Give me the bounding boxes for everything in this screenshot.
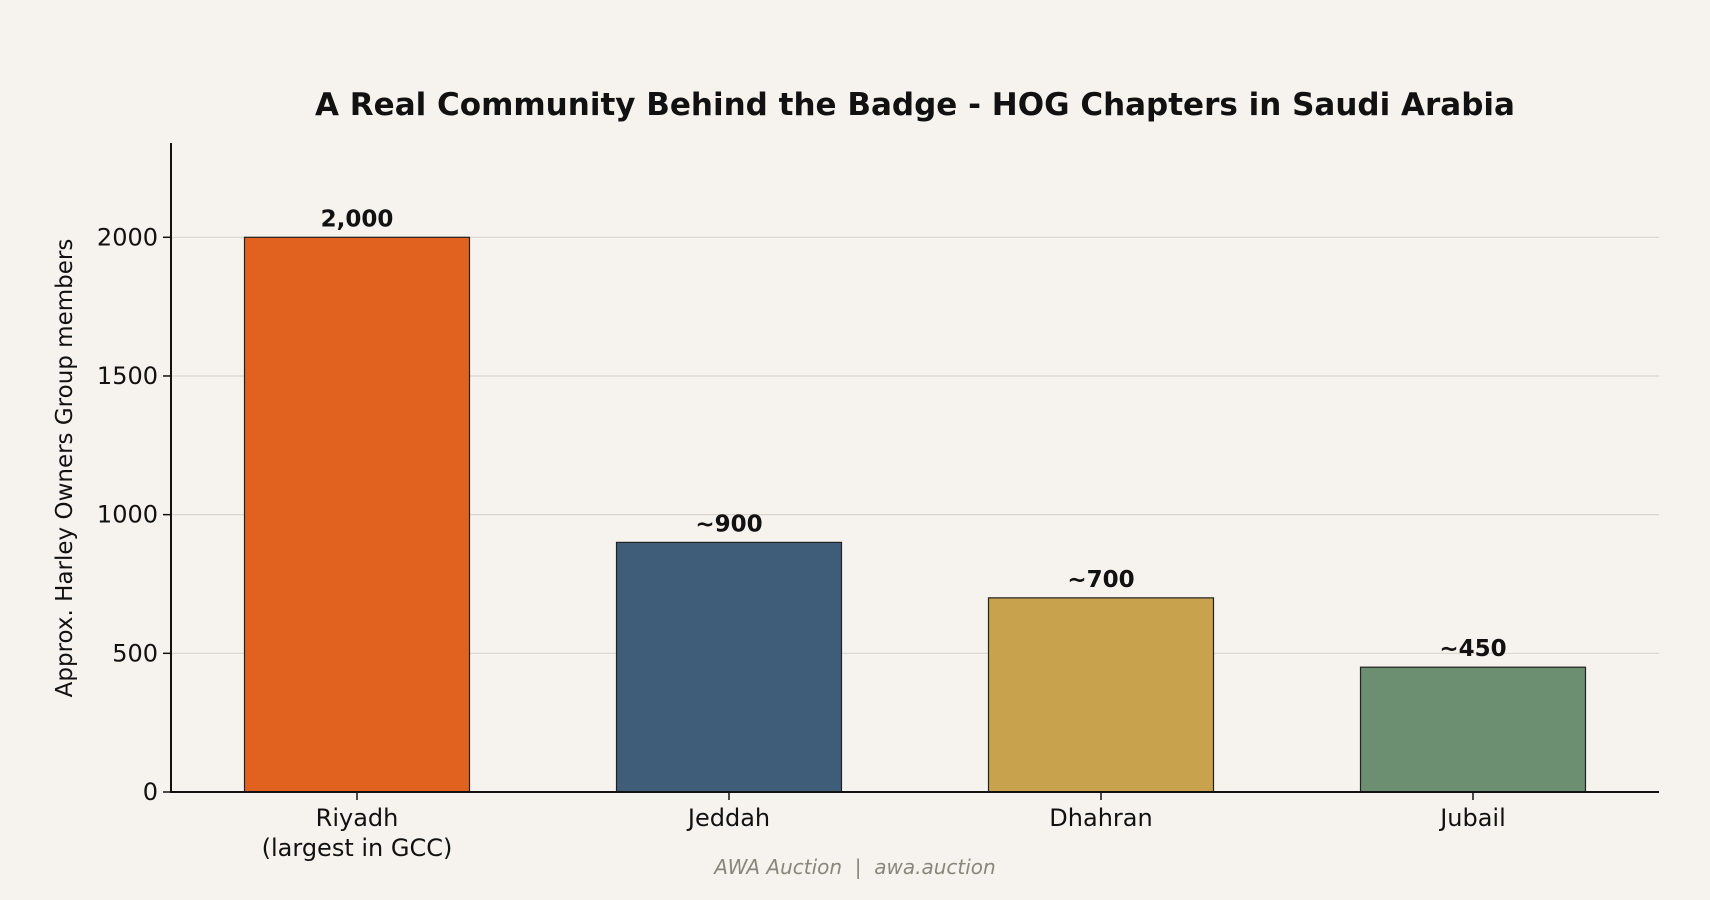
chart-title: A Real Community Behind the Badge - HOG … bbox=[315, 87, 1515, 123]
y-tick-label: 2000 bbox=[97, 223, 158, 251]
bars bbox=[243, 236, 1587, 793]
axes bbox=[170, 143, 1659, 793]
bar bbox=[987, 597, 1215, 793]
x-tick-label: Dhahran bbox=[1049, 804, 1152, 832]
x-tick-label: Riyadh bbox=[316, 804, 399, 832]
footer-credit: AWA Auction | awa.auction bbox=[712, 855, 995, 879]
data-label: ~700 bbox=[1067, 567, 1134, 593]
y-axis-label: Approx. Harley Owners Group members bbox=[52, 239, 78, 698]
y-tick-label: 1000 bbox=[97, 501, 158, 529]
data-label: ~900 bbox=[695, 511, 762, 537]
bar bbox=[615, 541, 843, 793]
x-tick-label: Jubail bbox=[1438, 804, 1506, 832]
x-tick-label: (largest in GCC) bbox=[262, 834, 453, 862]
data-label: 2,000 bbox=[321, 206, 394, 232]
data-label: ~450 bbox=[1439, 636, 1506, 662]
x-tick-label: Jeddah bbox=[686, 804, 770, 832]
y-ticks: 0 500 1000 1500 2000 bbox=[97, 223, 171, 806]
bar bbox=[1359, 666, 1587, 793]
data-labels: 2,000 ~900 ~700 ~450 bbox=[321, 206, 1507, 662]
y-tick-label: 500 bbox=[112, 639, 158, 667]
x-ticks: Riyadh(largest in GCC) Jeddah Dhahran Jubai… bbox=[262, 792, 1506, 862]
bar bbox=[243, 236, 471, 793]
y-tick-label: 0 bbox=[143, 778, 158, 806]
y-tick-label: 1500 bbox=[97, 362, 158, 390]
